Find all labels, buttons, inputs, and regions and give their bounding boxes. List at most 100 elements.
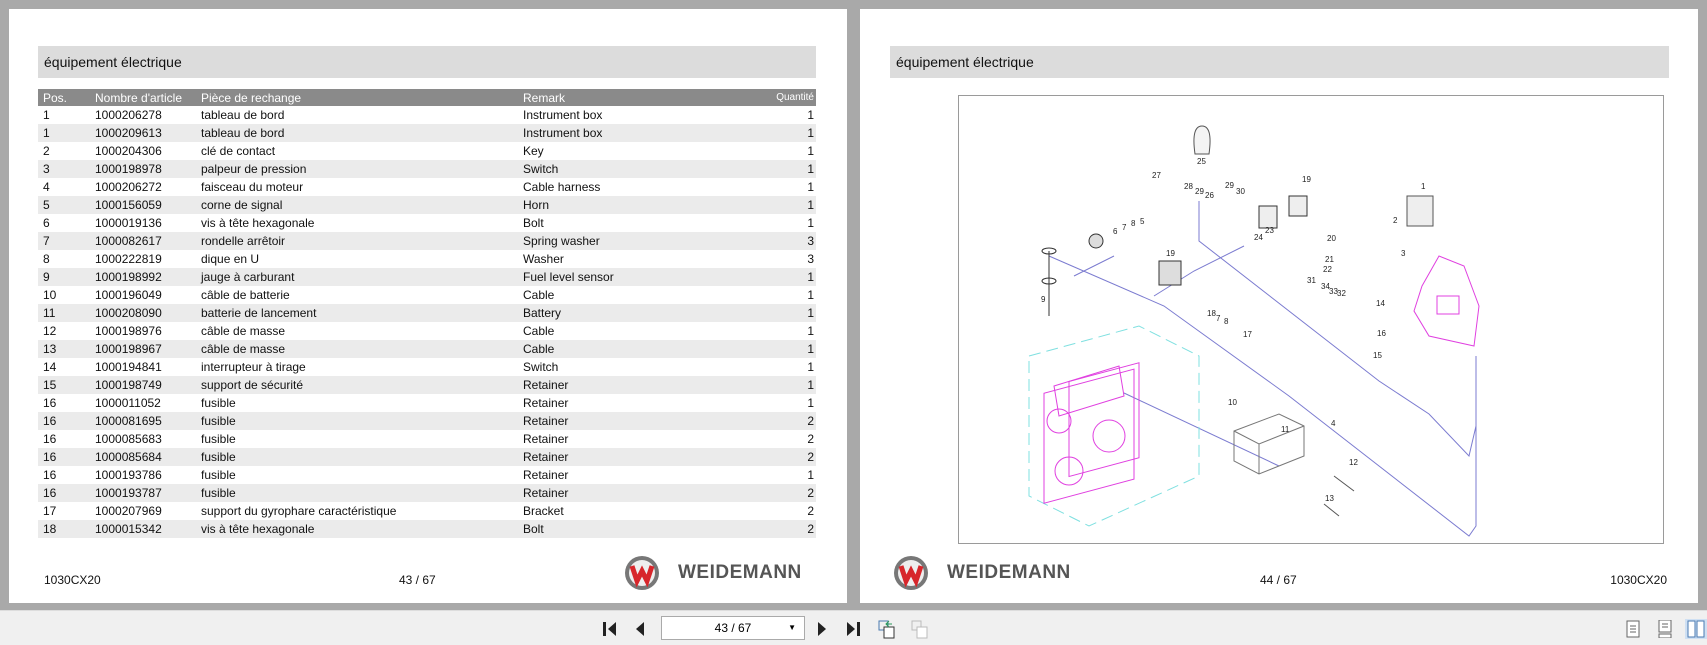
- pos-cell: 14: [43, 360, 57, 374]
- wire-harness: [1073, 255, 1115, 277]
- callout-label: 20: [1327, 234, 1336, 243]
- parts-table: Pos. Nombre d'article Pièce de rechange Rem…: [38, 89, 816, 538]
- table-row: 16 1000011052 fusible Retainer 1: [38, 394, 816, 412]
- callout-label: 8: [1131, 219, 1136, 228]
- remark-cell: Retainer: [523, 468, 569, 482]
- article-number-cell: 1000081695: [90, 412, 196, 430]
- quantity-cell: 1: [807, 396, 814, 410]
- quantity-cell: 1: [807, 180, 814, 194]
- callout-label: 19: [1302, 175, 1311, 184]
- remark-cell: Cable: [523, 324, 555, 338]
- weidemann-logo: WEIDEMANN: [893, 555, 1071, 591]
- continuous-view-button[interactable]: [1655, 619, 1675, 639]
- pos-cell: 4: [43, 180, 50, 194]
- fuel-sensor: [1041, 247, 1057, 316]
- part-name-cell: corne de signal: [196, 196, 518, 214]
- part-name-cell: fusible: [196, 484, 518, 502]
- page-number-input[interactable]: 43 / 67 ▼: [661, 616, 805, 640]
- pos-cell: 12: [43, 324, 57, 338]
- quantity-cell: 1: [807, 216, 814, 230]
- remark-cell: Retainer: [518, 412, 768, 430]
- table-row: 18 1000015342 vis à tête hexagonale Bolt 2: [38, 520, 816, 538]
- callout-label: 12: [1349, 458, 1358, 467]
- remark-cell: Cable: [523, 288, 555, 302]
- quantity-cell: 2: [807, 432, 814, 446]
- previous-page-button[interactable]: [632, 619, 648, 639]
- callout-label: 22: [1323, 265, 1332, 274]
- last-page-button[interactable]: [843, 619, 863, 639]
- callout-label: 33: [1329, 287, 1338, 296]
- go-back-view-button[interactable]: [876, 619, 898, 639]
- quantity-cell: 1: [768, 304, 816, 322]
- battery-cable: [1123, 392, 1280, 467]
- part-name-cell: vis à tête hexagonale: [201, 216, 315, 230]
- remark-cell: Retainer: [518, 448, 768, 466]
- first-page-button[interactable]: [600, 619, 620, 639]
- article-number-cell: 1000222819: [95, 252, 162, 266]
- first-page-icon: [603, 622, 616, 636]
- callout-label: 26: [1205, 191, 1214, 200]
- callout-label: 16: [1377, 329, 1386, 338]
- callout-label: 4: [1331, 419, 1336, 428]
- article-number-cell: 1000193786: [95, 468, 162, 482]
- callout-label: 18: [1207, 309, 1216, 318]
- parts-diagram: 25 27 28 29 26 29 30 19 1 2 20 24 23 21 22 6 7 8 5 19 3 31 34 3…: [958, 95, 1664, 544]
- back-view-icon: [878, 620, 895, 639]
- article-number-cell: 1000082617: [90, 232, 196, 250]
- table-row: 13 1000198967 câble de masse Cable 1: [38, 340, 816, 358]
- next-page-button[interactable]: [814, 619, 830, 639]
- viewer-toolbar: 43 / 67 ▼: [0, 610, 1707, 645]
- table-row: 16 1000193787 fusible Retainer 2: [38, 484, 816, 502]
- callout-label: 13: [1325, 494, 1334, 503]
- page-field-value: 43 / 67: [714, 621, 752, 635]
- pos-cell: 16: [43, 468, 57, 482]
- callout-label: 31: [1307, 276, 1316, 285]
- article-number-cell: 1000198976: [95, 324, 162, 338]
- callout-label: 17: [1243, 330, 1252, 339]
- article-number-cell: 1000011052: [95, 396, 161, 410]
- quantity-cell: 1: [768, 124, 816, 142]
- table-row: 7 1000082617 rondelle arrêtoir Spring washe…: [38, 232, 816, 250]
- page-number: 43 / 67: [399, 573, 436, 587]
- quantity-cell: 1: [768, 196, 816, 214]
- part-name-cell: fusible: [196, 412, 518, 430]
- remark-cell: Retainer: [523, 432, 569, 446]
- pos-cell: 16: [43, 432, 57, 446]
- part-name-cell: clé de contact: [201, 144, 276, 158]
- dashboard: [1413, 255, 1480, 347]
- wire: [1153, 245, 1245, 297]
- callout-label: 2: [1393, 216, 1398, 225]
- table-row: 10 1000196049 câble de batterie Cable 1: [38, 286, 816, 304]
- quantity-cell: 3: [768, 232, 816, 250]
- table-row: 1 1000206278 tableau de bord Instrument box…: [38, 106, 816, 124]
- table-row: 11 1000208090 batterie de lancement Battery…: [38, 304, 816, 322]
- pos-cell: 16: [43, 396, 57, 410]
- part-name-cell: batterie de lancement: [196, 304, 518, 322]
- quantity-cell: 1: [768, 160, 816, 178]
- pos-cell: 16: [38, 484, 90, 502]
- table-row: 4 1000206272 faisceau du moteur Cable harne…: [38, 178, 816, 196]
- quantity-cell: 1: [807, 324, 814, 338]
- pos-cell: 18: [38, 520, 90, 538]
- remark-cell: Retainer: [523, 396, 569, 410]
- table-row: 8 1000222819 dique en U Washer 3: [38, 250, 816, 268]
- pos-cell: 17: [43, 504, 57, 518]
- pos-cell: 16: [38, 412, 90, 430]
- brand-name: WEIDEMANN: [947, 562, 1071, 583]
- go-forward-view-button[interactable]: [909, 619, 931, 639]
- table-row: 12 1000198976 câble de masse Cable 1: [38, 322, 816, 340]
- two-page-view-button[interactable]: [1685, 619, 1707, 639]
- part-name-cell: faisceau du moteur: [201, 180, 304, 194]
- part-name-cell: câble de masse: [196, 340, 518, 358]
- forward-view-icon: [911, 620, 928, 639]
- callout-label: 6: [1113, 227, 1118, 236]
- part-name-cell: fusible: [201, 396, 236, 410]
- article-number-cell: 1000206278: [95, 108, 162, 122]
- pos-cell: 6: [43, 216, 50, 230]
- callout-label: 5: [1140, 217, 1145, 226]
- table-row: 16 1000085683 fusible Retainer 2: [38, 430, 816, 448]
- article-number-cell: 1000193787: [90, 484, 196, 502]
- single-page-view-button[interactable]: [1623, 619, 1643, 639]
- battery: [1233, 413, 1305, 475]
